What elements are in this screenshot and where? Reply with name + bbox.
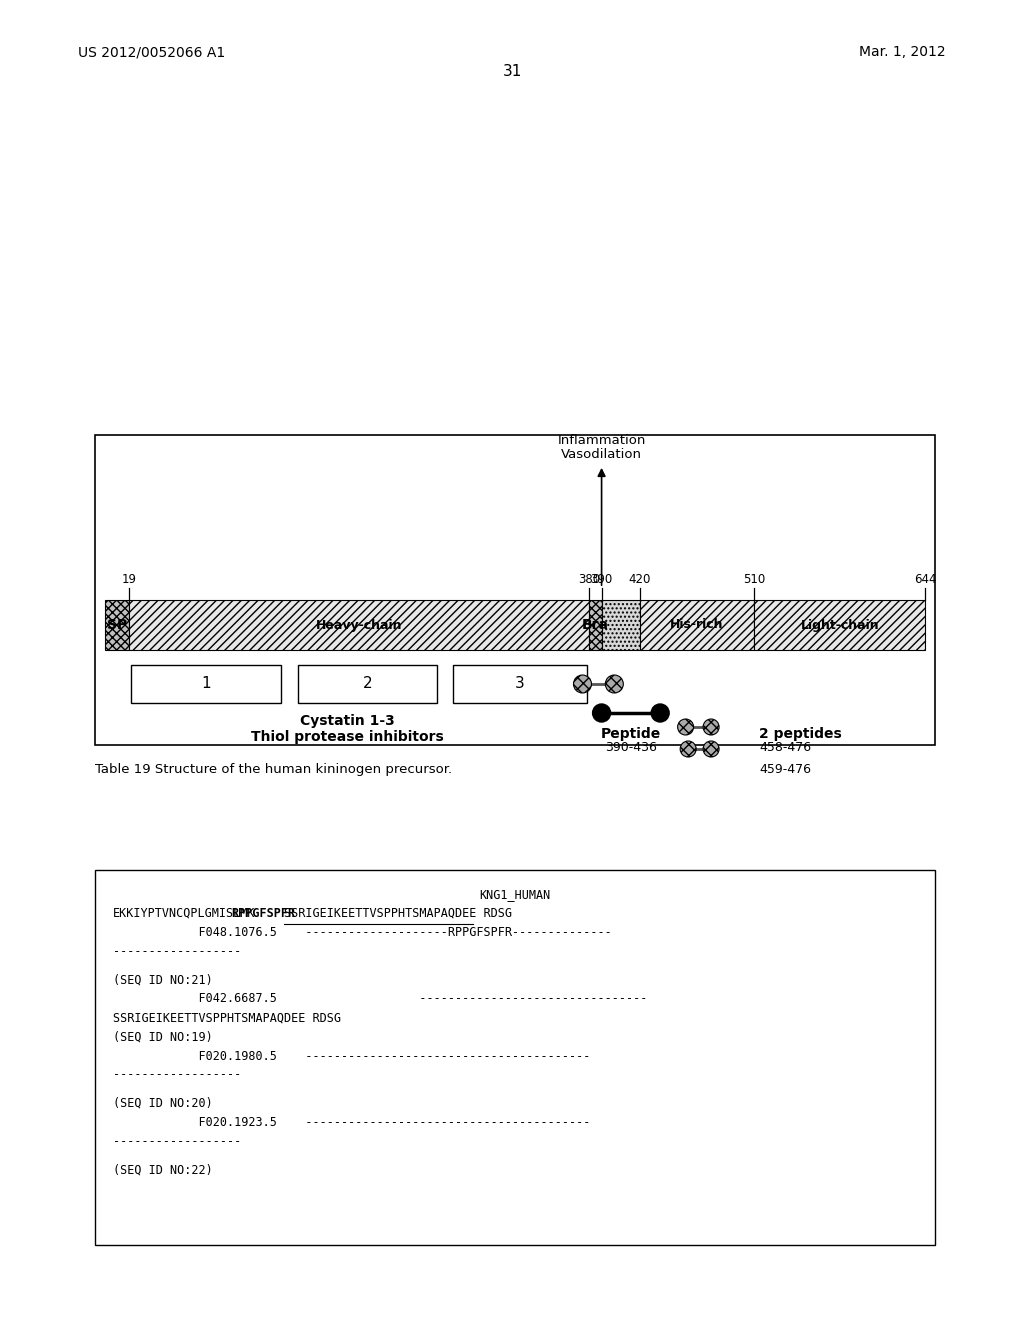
Text: 458-476: 458-476 [760, 741, 811, 754]
Text: RPPGFSPFR: RPPGFSPFR [231, 907, 295, 920]
Text: 510: 510 [743, 573, 766, 586]
Circle shape [593, 704, 610, 722]
Bar [601, 601, 640, 649]
Circle shape [651, 704, 669, 722]
Text: SSRIGEIKEETTVSPPHTSMAPAQDEE RDSG: SSRIGEIKEETTVSPPHTSMAPAQDEE RDSG [284, 907, 512, 920]
Text: 2 peptides: 2 peptides [760, 727, 842, 741]
Text: Thiol protease inhibitors: Thiol protease inhibitors [251, 730, 443, 744]
Text: Light-chain: Light-chain [801, 619, 879, 631]
Text: Table 19 Structure of the human kininogen precursor.: Table 19 Structure of the human kininoge… [95, 763, 453, 776]
Text: 644: 644 [913, 573, 936, 586]
Text: 2: 2 [362, 676, 372, 692]
Text: ------------------: ------------------ [113, 1135, 242, 1148]
Text: 3: 3 [515, 676, 525, 692]
Text: 1: 1 [202, 676, 211, 692]
Bar [454, 665, 587, 704]
Bar [298, 665, 436, 704]
Text: (SEQ ID NO:21): (SEQ ID NO:21) [113, 974, 213, 986]
Text: F042.6687.5                    --------------------------------: F042.6687.5 ----------------------------… [113, 993, 647, 1006]
Text: SSRIGEIKEETTVSPPHTSMAPAQDEE RDSG: SSRIGEIKEETTVSPPHTSMAPAQDEE RDSG [113, 1011, 341, 1024]
Text: F020.1923.5    ----------------------------------------: F020.1923.5 ----------------------------… [113, 1115, 591, 1129]
Text: 420: 420 [629, 573, 651, 586]
Text: ------------------: ------------------ [113, 945, 242, 958]
Text: Heavy-chain: Heavy-chain [315, 619, 402, 631]
Circle shape [680, 741, 696, 756]
Text: His-rich: His-rich [671, 619, 724, 631]
Text: Vasodilation: Vasodilation [561, 447, 642, 461]
Circle shape [573, 675, 592, 693]
Text: (SEQ ID NO:22): (SEQ ID NO:22) [113, 1163, 213, 1176]
Circle shape [605, 675, 624, 693]
Text: KNG1_HUMAN: KNG1_HUMAN [479, 888, 551, 902]
Text: Mar. 1, 2012: Mar. 1, 2012 [859, 45, 946, 59]
Text: 19: 19 [122, 573, 136, 586]
Bar [589, 601, 601, 649]
Text: EKKIYPTVNCQPLGMISLMK: EKKIYPTVNCQPLGMISLMK [113, 907, 256, 920]
Text: (SEQ ID NO:20): (SEQ ID NO:20) [113, 1097, 213, 1110]
Text: F048.1076.5    --------------------RPPGFSPFR--------------: F048.1076.5 --------------------RPPGFSPF… [113, 927, 611, 939]
Text: 31: 31 [503, 65, 521, 79]
Text: 380: 380 [578, 573, 600, 586]
Text: 390-436: 390-436 [605, 741, 656, 754]
Bar [640, 601, 755, 649]
Text: 390: 390 [591, 573, 612, 586]
Bar [95, 436, 935, 744]
Bar [129, 601, 589, 649]
Text: Bra: Bra [582, 618, 608, 632]
Text: 459-476: 459-476 [760, 763, 811, 776]
Circle shape [703, 741, 719, 756]
Circle shape [703, 719, 719, 735]
Text: Inflammation: Inflammation [557, 434, 646, 447]
Circle shape [678, 719, 693, 735]
Text: Cystatin 1-3: Cystatin 1-3 [300, 714, 394, 729]
Text: ------------------: ------------------ [113, 1068, 242, 1081]
Bar [105, 601, 129, 649]
Bar [755, 601, 925, 649]
Text: (SEQ ID NO:19): (SEQ ID NO:19) [113, 1031, 213, 1044]
Bar [131, 665, 282, 704]
Text: Peptide: Peptide [601, 727, 662, 741]
Bar [95, 870, 935, 1245]
Text: US 2012/0052066 A1: US 2012/0052066 A1 [78, 45, 225, 59]
Text: F020.1980.5    ----------------------------------------: F020.1980.5 ----------------------------… [113, 1049, 591, 1063]
Text: SP: SP [106, 618, 127, 632]
